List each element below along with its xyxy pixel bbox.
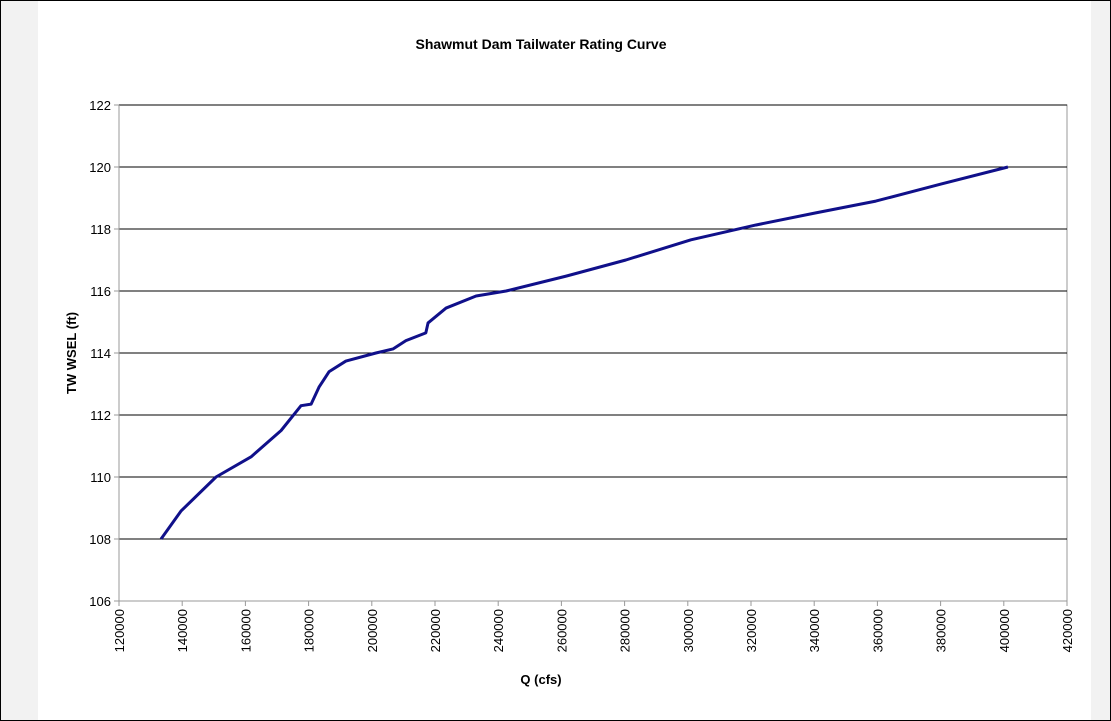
y-tick-label: 112: [90, 408, 111, 423]
x-axis-label: Q (cfs): [520, 672, 561, 687]
y-tick-label: 108: [89, 532, 111, 547]
chart: Shawmut Dam Tailwater Rating Curve Q (cf…: [38, 1, 1091, 720]
y-tick-label: 110: [90, 470, 111, 485]
y-tick-label: 122: [89, 98, 111, 113]
x-tick-label: 380000: [934, 609, 949, 652]
y-tick-label: 106: [89, 594, 111, 609]
x-tick-label: 220000: [428, 609, 443, 652]
data-line: [159, 165, 1009, 540]
y-tick-label: 114: [90, 346, 111, 361]
chart-title: Shawmut Dam Tailwater Rating Curve: [415, 36, 666, 52]
x-tick-label: 300000: [681, 609, 696, 652]
y-tick-label: 116: [90, 284, 111, 299]
x-tick-label: 360000: [870, 609, 885, 652]
x-tick-label: 340000: [807, 609, 822, 652]
y-axis-label: TW WSEL (ft): [64, 312, 79, 394]
y-tick-label: 120: [89, 160, 111, 175]
x-tick-label: 200000: [365, 609, 380, 652]
x-tick-label: 180000: [302, 609, 317, 652]
x-tick-label: 120000: [112, 609, 127, 652]
x-tick-label: 260000: [554, 609, 569, 652]
x-tick-label: 420000: [1060, 609, 1075, 652]
x-tick-label: 280000: [618, 609, 633, 652]
x-tick-label: 160000: [238, 609, 253, 652]
x-tick-label: 240000: [491, 609, 506, 652]
x-tick-label: 320000: [744, 609, 759, 652]
y-tick-label: 118: [90, 222, 111, 237]
x-tick-label: 400000: [997, 609, 1012, 652]
x-tick-label: 140000: [175, 609, 190, 652]
